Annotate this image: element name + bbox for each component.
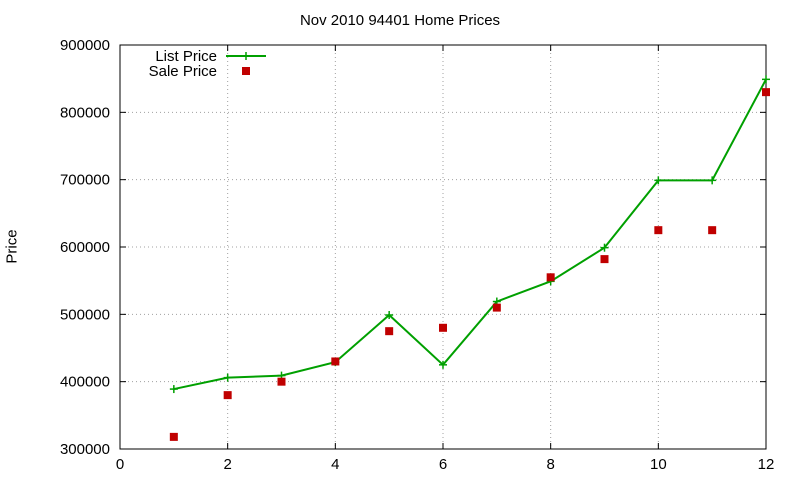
y-tick-label: 600000 <box>60 239 110 256</box>
list-price-point <box>600 243 609 252</box>
sale-price-point <box>439 323 447 332</box>
list-price-point <box>223 373 232 382</box>
y-tick-label: 700000 <box>60 172 110 189</box>
sale-price-point <box>708 226 717 235</box>
x-tick-label: 0 <box>116 456 124 473</box>
sale-price-point <box>762 88 770 97</box>
sale-price-point <box>277 377 286 386</box>
y-tick-label: 300000 <box>60 441 110 458</box>
list-price-line <box>173 78 767 391</box>
axes <box>119 44 767 450</box>
x-tick-label: 12 <box>758 456 775 473</box>
x-tick-label: 6 <box>439 456 447 473</box>
y-tick-label: 500000 <box>60 306 110 323</box>
y-tick-label: 900000 <box>60 37 110 54</box>
x-tick-label: 10 <box>650 456 667 473</box>
legend-label: Sale Price <box>149 63 217 80</box>
sale-price-point <box>600 255 609 264</box>
sale-price-point <box>492 303 501 312</box>
sale-price-point <box>169 432 178 441</box>
chart-title: Nov 2010 94401 Home Prices <box>299 12 501 29</box>
y-tick-label: 400000 <box>60 374 110 391</box>
sale-price-point <box>223 391 232 400</box>
sale-price-point <box>385 327 394 336</box>
legend-square-swatch <box>242 67 250 75</box>
list-price-point <box>385 311 394 320</box>
list-price-point <box>439 360 447 369</box>
series-layer <box>169 75 770 441</box>
y-tick-label: 800000 <box>60 104 110 121</box>
sale-price-point <box>546 273 555 282</box>
sale-price-point <box>331 357 340 366</box>
grid-lines <box>120 45 766 449</box>
list-price-point <box>708 176 717 185</box>
legend-label: List Price <box>155 48 217 65</box>
x-tick-label: 8 <box>546 456 554 473</box>
x-tick-label: 2 <box>223 456 231 473</box>
x-tick-label: 4 <box>331 456 339 473</box>
list-price-point <box>762 75 770 84</box>
list-price-point <box>654 176 663 185</box>
list-price-point <box>169 385 178 394</box>
sale-price-point <box>654 226 663 235</box>
tick-labels: 0 2 4 6 8 10 12 300000 400000 500000 600000 700000 8… <box>60 37 774 473</box>
